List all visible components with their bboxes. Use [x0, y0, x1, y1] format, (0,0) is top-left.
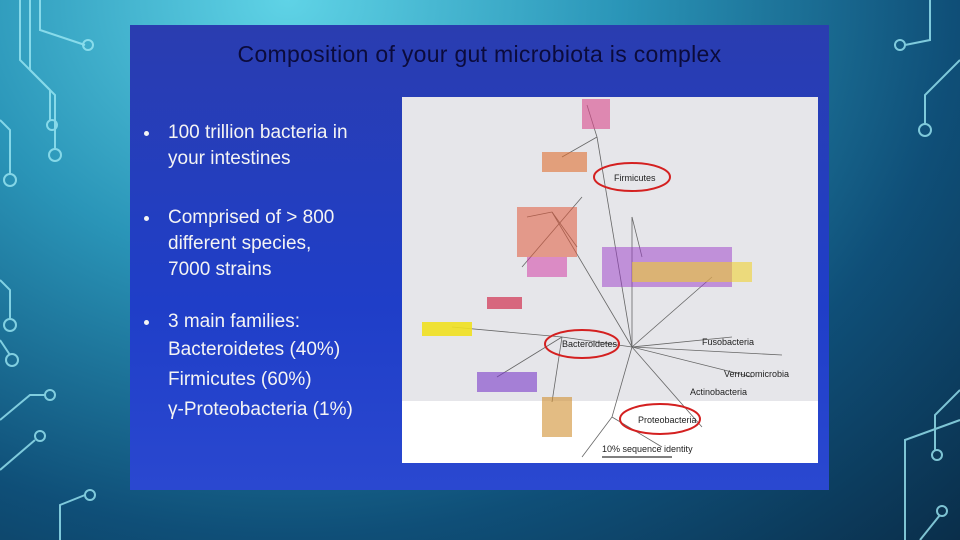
clade-label: Verrucomicrobia [724, 369, 789, 379]
clade-label: Firmicutes [614, 173, 656, 183]
bullet: Comprised of > 800 different species, 7000… [144, 205, 335, 283]
clade-label: Bacteroidetes [562, 339, 618, 349]
bullet-dot [144, 131, 149, 136]
phylogenetic-tree-figure: Firmicutes Bacteroidetes Proteobacteria … [402, 97, 818, 463]
bullet-line: Comprised of > 800 [168, 207, 335, 228]
bullet-dot [144, 216, 149, 221]
bullet-line: Firmicutes (60%) [168, 369, 312, 390]
bullet-line: γ-Proteobacteria (1%) [168, 399, 353, 420]
slide-panel: Composition of your gut microbiota is co… [130, 25, 829, 490]
figure-footer [402, 401, 818, 463]
bullet-line: different species, [168, 233, 312, 254]
bullet: 3 main families: Bacteroidetes (40%) Firmi… [144, 309, 353, 425]
slide-title: Composition of your gut microbiota is co… [237, 41, 722, 67]
bullet-line: 7000 strains [168, 259, 272, 280]
clade-labels-decoration [422, 99, 752, 437]
bullet-line: Bacteroidetes (40%) [168, 339, 341, 360]
bullet-line: 100 trillion bacteria in [168, 122, 348, 143]
clade-label: Proteobacteria [638, 415, 697, 425]
bullet-line: 3 main families: [168, 311, 300, 332]
clade-label: Actinobacteria [690, 387, 747, 397]
scale-label: 10% sequence identity [602, 444, 693, 454]
highlight-circles [544, 162, 701, 435]
bullet-line: your intestines [168, 148, 291, 169]
bullet: 100 trillion bacteria in your intestines [144, 120, 348, 172]
clade-label: Fusobacteria [702, 337, 754, 347]
bullet-dot [144, 320, 149, 325]
